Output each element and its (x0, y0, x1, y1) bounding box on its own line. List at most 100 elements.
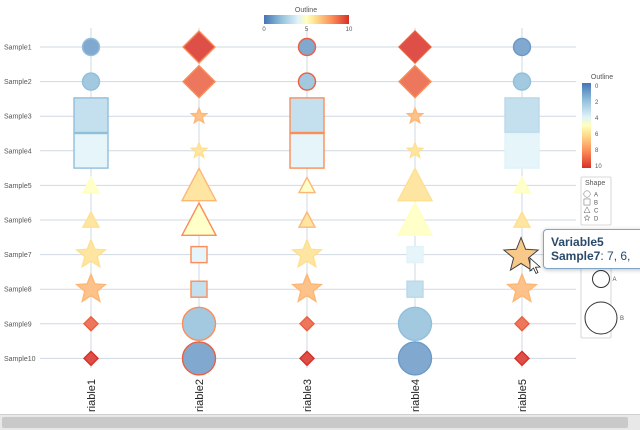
data-mark[interactable] (504, 97, 540, 134)
row-label: Sample7 (4, 252, 32, 259)
column-label: riable3 (302, 379, 314, 412)
size-legend-symbol (592, 270, 610, 288)
data-mark[interactable] (398, 30, 432, 64)
right-legend-tick: 2 (595, 100, 599, 106)
tooltip-key: Sample7 (551, 249, 601, 263)
data-mark[interactable] (182, 64, 216, 99)
data-mark[interactable] (83, 315, 99, 332)
data-mark[interactable] (190, 245, 208, 264)
data-mark[interactable] (297, 37, 317, 57)
right-legend-tick: 4 (595, 116, 599, 122)
data-mark[interactable] (505, 272, 539, 303)
shape-legend-symbol[interactable] (583, 214, 591, 221)
top-legend-gradient (264, 15, 349, 24)
data-mark[interactable] (297, 175, 317, 194)
data-mark[interactable] (181, 306, 217, 341)
data-mark[interactable] (81, 175, 101, 194)
top-legend-title: Outline (295, 7, 317, 14)
data-mark[interactable] (81, 72, 101, 91)
data-mark[interactable] (405, 106, 425, 125)
data-mark[interactable] (81, 210, 101, 228)
data-mark[interactable] (189, 106, 209, 125)
data-mark[interactable] (297, 72, 317, 91)
row-label: Sample3 (4, 114, 32, 121)
data-mark[interactable] (504, 132, 540, 169)
tooltip-title: Variable5 (551, 235, 604, 249)
shape-legend-label: D (594, 216, 599, 222)
scrollbar-thumb[interactable] (2, 417, 628, 428)
right-legend-gradient (582, 83, 591, 168)
top-legend-tick: 0 (262, 27, 266, 33)
shape-legend-label: C (594, 208, 599, 214)
data-mark[interactable] (190, 280, 208, 298)
shape-legend-symbol[interactable] (583, 190, 591, 198)
column-label: riable2 (194, 379, 206, 412)
data-mark[interactable] (398, 64, 432, 99)
top-color-legend: Outline 0 5 10 (262, 7, 353, 33)
shape-legend-title: Shape (585, 180, 605, 187)
size-legend-symbol (584, 301, 618, 335)
horizontal-scrollbar[interactable] (0, 414, 640, 430)
data-mark[interactable] (406, 245, 424, 264)
size-legend-label: B (620, 316, 624, 322)
right-legend-tick: 10 (595, 164, 602, 170)
shape-legend-symbol[interactable] (583, 206, 591, 213)
data-mark[interactable] (182, 30, 216, 64)
data-mark[interactable] (297, 210, 317, 228)
data-mark[interactable] (512, 175, 532, 194)
shape-legend-box (580, 176, 612, 226)
data-mark[interactable] (74, 272, 108, 303)
data-mark[interactable] (512, 72, 532, 91)
right-color-legend: Outline 0 2 4 6 8 10 (582, 74, 613, 170)
column-labels: riable1 riable2 riable3 riable4 riable5 (86, 379, 529, 412)
shape-legend-symbol[interactable] (583, 198, 591, 206)
data-mark[interactable] (289, 132, 325, 169)
column-label: riable4 (410, 379, 422, 412)
shape-legend-label: B (594, 200, 598, 206)
data-mark[interactable] (73, 132, 109, 169)
right-legend-tick: 6 (595, 132, 599, 138)
right-legend-tick: 0 (595, 84, 599, 90)
data-mark[interactable] (396, 166, 434, 202)
data-mark[interactable] (83, 350, 99, 367)
data-mark[interactable] (514, 350, 530, 367)
data-mark[interactable] (180, 201, 218, 236)
data-mark[interactable] (397, 341, 433, 376)
hovered-data-mark[interactable] (502, 236, 540, 272)
data-mark[interactable] (180, 166, 218, 202)
mouse-cursor-icon (529, 257, 541, 275)
row-label: Sample8 (4, 287, 32, 294)
data-mark[interactable] (396, 201, 434, 236)
marks (73, 30, 541, 376)
data-mark[interactable] (405, 140, 425, 159)
data-mark[interactable] (406, 280, 424, 298)
row-label: Sample6 (4, 218, 32, 225)
row-labels: Sample1 Sample2 Sample3 Sample4 Sample5 Sampl… (4, 45, 36, 363)
data-mark[interactable] (299, 315, 315, 332)
data-mark[interactable] (299, 350, 315, 367)
data-mark[interactable] (189, 140, 209, 159)
data-mark[interactable] (290, 272, 324, 303)
row-label: Sample4 (4, 148, 32, 155)
data-mark[interactable] (512, 210, 532, 228)
data-tooltip: Variable5 Sample7: 7, 6, (543, 229, 640, 269)
row-label: Sample1 (4, 45, 32, 52)
data-mark[interactable] (73, 97, 109, 134)
data-mark[interactable] (289, 97, 325, 134)
right-legend-title: Outline (591, 74, 613, 81)
data-mark[interactable] (181, 341, 217, 376)
row-label: Sample5 (4, 183, 32, 190)
tooltip-value: : 7, 6, (600, 249, 631, 263)
data-mark[interactable] (290, 237, 324, 269)
data-mark[interactable] (514, 315, 530, 332)
column-label: riable1 (86, 379, 98, 412)
data-mark[interactable] (81, 37, 101, 57)
data-mark[interactable] (512, 37, 532, 57)
column-label: riable5 (517, 379, 529, 412)
data-mark[interactable] (74, 237, 108, 269)
data-mark[interactable] (397, 306, 433, 341)
row-label: Sample10 (4, 356, 36, 363)
